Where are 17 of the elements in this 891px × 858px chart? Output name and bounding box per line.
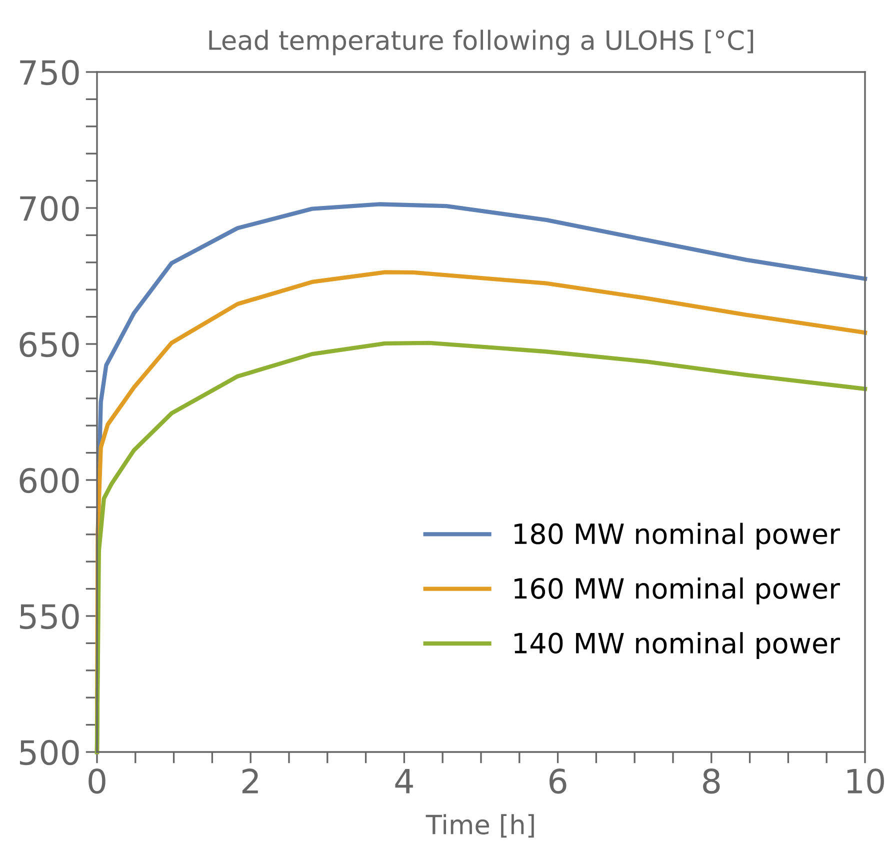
x-tick-label: 2 [242,768,258,794]
x-tick-label: 8 [703,768,720,794]
y-tick-label: 500 [20,740,79,766]
x-tick-label: 0 [88,768,106,794]
x-tick-label: 10 [847,768,884,794]
legend-label: 160 MW nominal power [514,577,840,604]
legend-label: 180 MW nominal power [514,522,840,550]
y-tick-label: 600 [20,468,79,494]
y-tick-label: 700 [20,196,79,222]
x-axis-title: Time [h] [426,814,534,838]
chart-title: Lead temperature following a ULOHS [°C] [209,30,754,56]
y-tick-label: 550 [20,604,79,630]
x-tick-label: 6 [550,768,566,794]
x-tick-label: 4 [395,769,413,794]
y-tick-label: 750 [20,60,79,86]
legend-label: 140 MW nominal power [514,632,840,659]
y-tick-label: 650 [20,332,79,358]
